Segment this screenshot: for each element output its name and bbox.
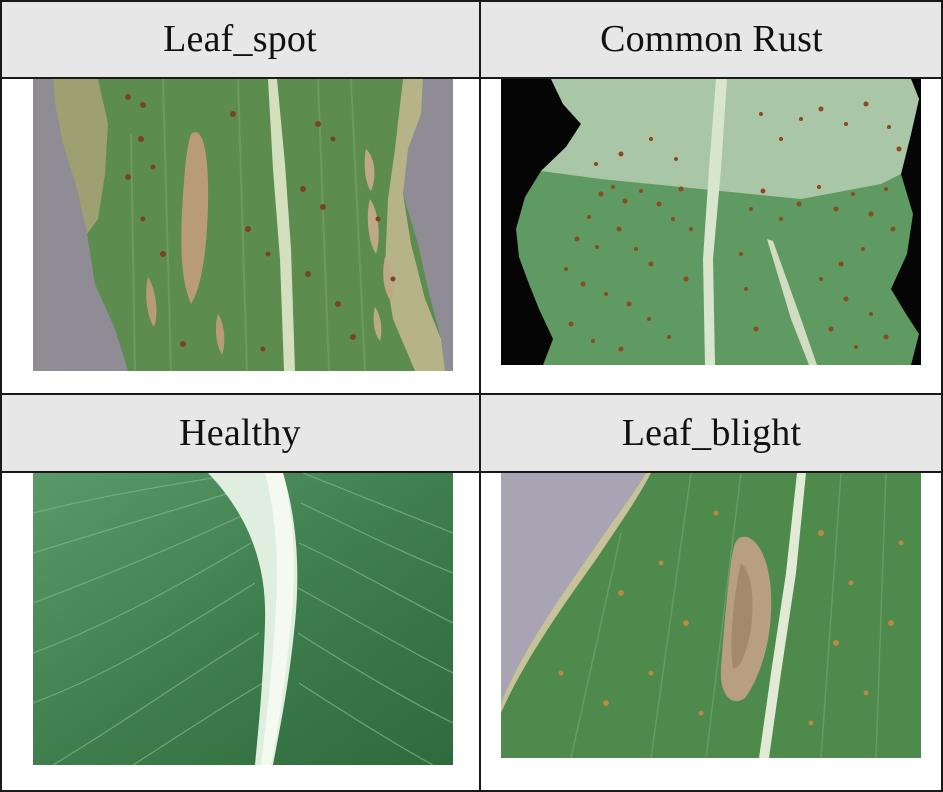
table-divider-middle [0, 393, 943, 395]
table-divider-vertical [479, 0, 481, 792]
header-common-rust: Common Rust [481, 1, 942, 77]
common-rust-image [501, 79, 921, 365]
healthy-leaf-image [33, 473, 453, 765]
table-border-bottom [0, 790, 943, 792]
table-divider-header1 [0, 77, 943, 79]
header-healthy: Healthy [1, 395, 479, 471]
leaf-spot-image [33, 79, 453, 371]
header-leaf-blight: Leaf_blight [481, 395, 942, 471]
leaf-blight-image [501, 473, 921, 758]
table-border-right [941, 0, 943, 792]
table-divider-header2 [0, 471, 943, 473]
cell-healthy [1, 473, 479, 791]
cell-common-rust [481, 79, 942, 393]
cell-leaf-blight [481, 473, 942, 791]
cell-leaf-spot [1, 79, 479, 393]
table-border-left [0, 0, 2, 792]
header-leaf-spot: Leaf_spot [1, 1, 479, 77]
table-border-top [0, 0, 943, 2]
